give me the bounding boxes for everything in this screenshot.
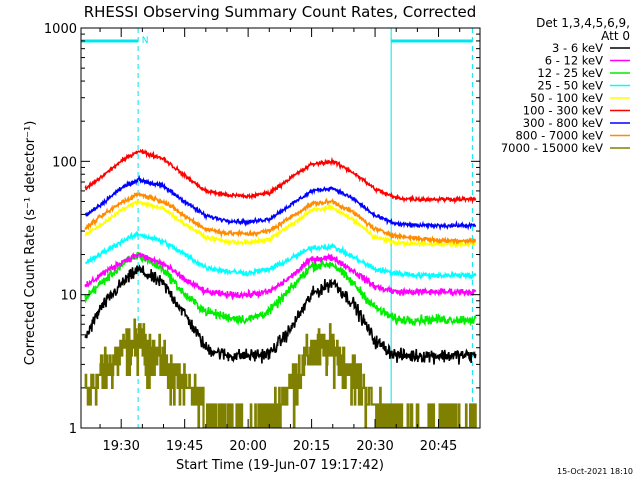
x-axis-title: Start Time (19-Jun-07 19:17:42) [176,458,384,473]
series-line-5 [84,148,477,205]
legend-label-8: 7000 - 15000 keV [501,141,603,155]
series-line-8 [84,318,477,428]
y-tick-label-2: 100 [52,155,77,170]
x-tick-label-2: 20:00 [229,439,266,454]
saa-marker-label: N [142,36,149,46]
y-tick-label-3: 1000 [44,22,77,37]
legend-header-line-2: Att 0 [601,29,630,43]
x-tick-label-4: 20:30 [356,439,393,454]
legend-label-3: 25 - 50 keV [537,79,603,93]
legend-label-1: 6 - 12 keV [545,54,603,68]
y-axis-title: Corrected Count Rate (s⁻¹ detector⁻¹) [23,121,38,366]
legend-label-6: 300 - 800 keV [523,116,603,130]
series-line-2 [84,251,477,327]
y-tick-label-1: 10 [60,289,77,304]
legend-label-0: 3 - 6 keV [552,41,603,55]
x-tick-label-1: 19:45 [166,439,203,454]
chart-title: RHESSI Observing Summary Count Rates, Co… [84,3,477,21]
x-tick-label-0: 19:30 [102,439,139,454]
legend-label-4: 50 - 100 keV [530,91,603,105]
series-line-1 [84,252,477,301]
plot-border [80,27,481,429]
legend-label-7: 800 - 7000 keV [515,129,603,143]
plot-frame: 19:30 19:45 20:00 20:15 20:30 20:45 1 10 100 1000 [44,22,481,454]
series-line-3 [85,231,477,282]
series-line-6 [84,174,477,231]
series-line-7 [84,191,477,246]
legend-label-2: 12 - 25 keV [537,66,603,80]
series-line-0 [84,264,477,365]
legend-label-5: 100 - 300 keV [523,104,603,118]
x-tick-label-3: 20:15 [293,439,330,454]
series-line-4 [84,199,477,249]
y-tick-label-0: 1 [69,422,77,437]
legend-header-line-1: Det 1,3,4,5,6,9, [536,16,630,30]
x-tick-label-5: 20:45 [420,439,457,454]
series-layer [84,148,477,428]
footer-date: 15-Oct-2021 18:10 [557,467,633,476]
